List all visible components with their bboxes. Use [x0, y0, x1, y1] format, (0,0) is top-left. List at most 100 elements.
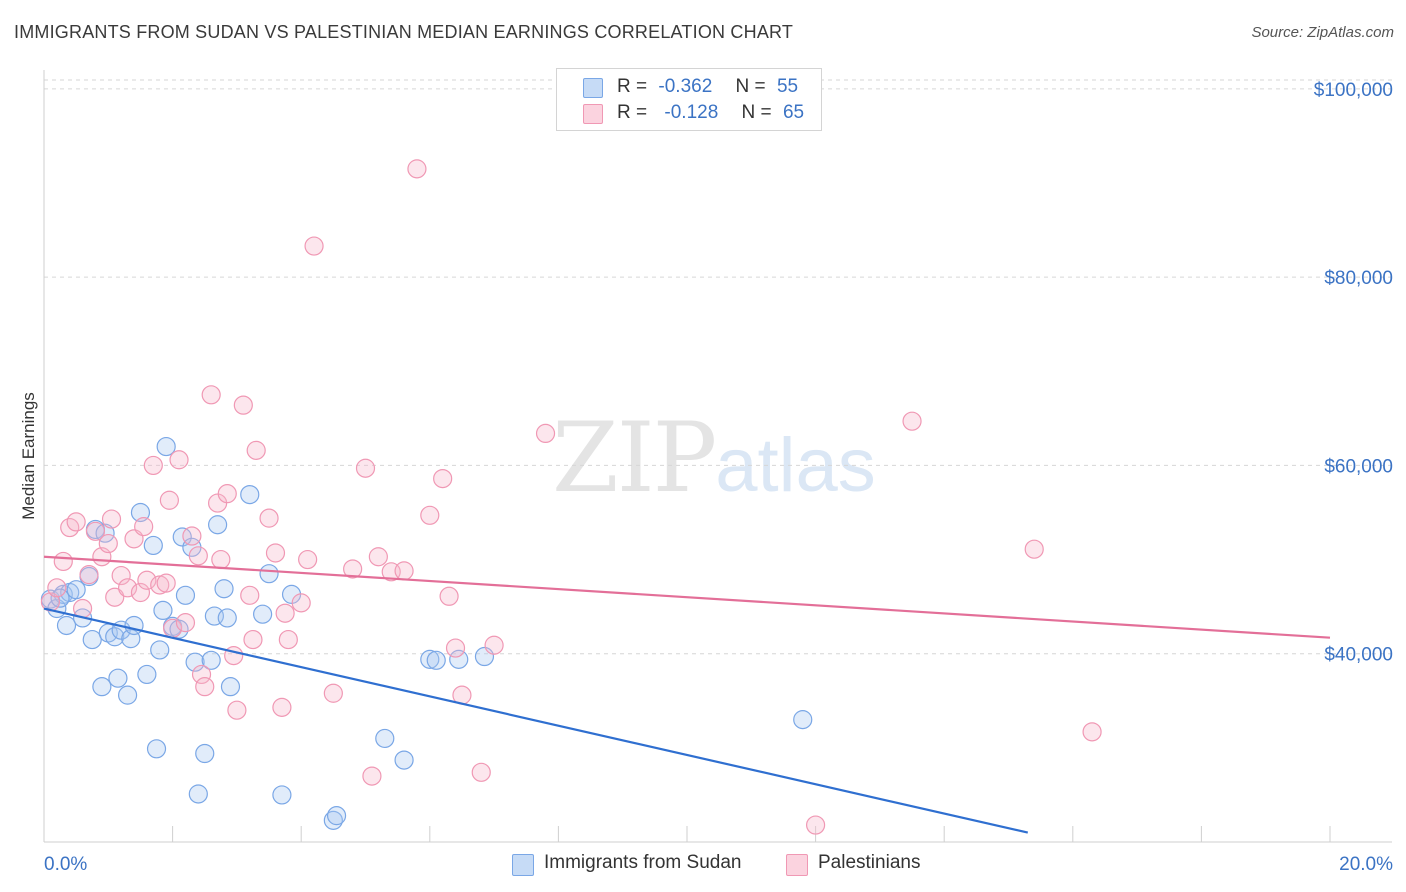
bottom-legend-label-sudan: Immigrants from Sudan — [544, 852, 742, 873]
trend-line-palestinians — [43, 555, 1331, 639]
scatter-point-palestinians — [445, 638, 466, 658]
chart-title: IMMIGRANTS FROM SUDAN VS PALESTINIAN MED… — [14, 22, 794, 42]
scatter-point-sudan — [95, 523, 115, 543]
legend-swatch-palestinians — [583, 104, 603, 124]
scatter-point-sudan — [793, 710, 813, 730]
scatter-point-palestinians — [805, 815, 826, 835]
scatter-point-sudan — [66, 580, 86, 600]
scatter-point-sudan — [175, 585, 196, 605]
scatter-point-palestinians — [233, 395, 253, 415]
scatter-point-palestinians — [420, 505, 440, 525]
scatter-point-palestinians — [182, 526, 202, 546]
scatter-point-palestinians — [240, 585, 260, 605]
scatter-point-sudan — [130, 502, 151, 523]
scatter-point-palestinians — [85, 521, 106, 541]
scatter-point-palestinians — [355, 458, 376, 478]
scatter-point-sudan — [272, 785, 292, 805]
scatter-point-palestinians — [159, 490, 179, 510]
scatter-point-sudan — [259, 564, 279, 584]
scatter-point-palestinians — [265, 543, 286, 563]
scatter-point-sudan — [124, 615, 144, 636]
scatter-point-palestinians — [278, 629, 298, 650]
scatter-point-sudan — [208, 515, 228, 535]
scatter-point-sudan — [92, 677, 112, 697]
scatter-point-palestinians — [394, 561, 414, 581]
scatter-point-sudan — [220, 677, 241, 697]
y-axis-title: Median Earnings — [19, 392, 38, 520]
scatter-point-palestinians — [137, 570, 157, 590]
scatter-point-sudan — [185, 652, 205, 672]
y-tick-label: $40,000 — [1324, 645, 1393, 666]
y-tick-label: $60,000 — [1324, 456, 1393, 477]
scatter-point-palestinians — [259, 508, 279, 528]
legend-swatch-sudan — [583, 78, 603, 98]
scatter-point-palestinians — [201, 385, 221, 405]
scatter-point-sudan — [214, 579, 234, 599]
scatter-point-sudan — [137, 664, 157, 685]
scatter-point-sudan — [143, 535, 163, 556]
scatter-point-palestinians — [211, 549, 231, 570]
scatter-point-palestinians — [484, 635, 504, 655]
scatter-point-palestinians — [1082, 722, 1102, 742]
scatter-point-sudan — [117, 685, 138, 705]
scatter-point-palestinians — [111, 565, 131, 586]
trend-line-sudan — [43, 607, 1029, 834]
bottom-legend-swatch-sudan — [512, 854, 534, 876]
scatter-point-palestinians — [105, 587, 125, 607]
scatter-point-palestinians — [134, 517, 154, 537]
scatter-point-palestinians — [275, 603, 295, 623]
scatter-point-palestinians — [246, 440, 266, 460]
scatter-point-palestinians — [47, 578, 67, 598]
legend-r-label: R = — [617, 76, 648, 97]
scatter-point-palestinians — [1024, 539, 1044, 559]
scatter-point-sudan — [375, 728, 395, 749]
scatter-point-palestinians — [191, 664, 212, 685]
scatter-point-sudan — [240, 485, 260, 505]
scatter-point-sudan — [108, 668, 128, 688]
legend-n-label: N = — [741, 102, 772, 123]
scatter-point-palestinians — [79, 565, 99, 585]
scatter-point-palestinians — [169, 450, 189, 470]
legend-r-value-sudan: -0.362 — [658, 76, 713, 97]
scatter-point-sudan — [156, 436, 176, 457]
scatter-point-sudan — [253, 604, 273, 624]
scatter-point-sudan — [195, 743, 215, 764]
scatter-point-palestinians — [130, 582, 151, 603]
watermark: ZIPatlas — [552, 402, 876, 514]
scatter-point-palestinians — [902, 411, 922, 431]
bottom-legend-swatch-palestinians — [786, 854, 808, 876]
scatter-point-palestinians — [343, 559, 363, 579]
scatter-point-sudan — [150, 640, 170, 660]
scatter-point-sudan — [217, 608, 237, 628]
scatter-point-palestinians — [101, 509, 122, 529]
legend-n-value-palestinians: 65 — [782, 102, 805, 123]
bottom-legend-label-palestinians: Palestinians — [818, 852, 921, 873]
scatter-point-sudan — [172, 527, 192, 547]
scatter-point-palestinians — [217, 484, 237, 504]
scatter-point-palestinians — [362, 766, 382, 786]
scatter-point-palestinians — [243, 629, 263, 650]
scatter-point-palestinians — [156, 573, 176, 593]
scatter-point-palestinians — [188, 546, 208, 566]
scatter-point-palestinians — [98, 533, 118, 554]
legend-n-value-sudan: 55 — [776, 76, 799, 97]
watermark-zip: ZIP — [552, 402, 717, 514]
legend-n-label: N = — [735, 76, 766, 97]
scatter-point-sudan — [56, 615, 77, 636]
scatter-point-palestinians — [66, 512, 86, 532]
scatter-point-palestinians — [291, 593, 311, 613]
scatter-point-palestinians — [175, 613, 196, 633]
legend-r-value-palestinians: -0.128 — [664, 102, 719, 123]
scatter-point-sudan — [50, 588, 70, 608]
legend-r-label: R = — [617, 102, 648, 123]
scatter-point-palestinians — [368, 547, 388, 567]
scatter-point-sudan — [153, 600, 173, 621]
y-tick-label: $80,000 — [1324, 268, 1393, 289]
x-tick-label: 20.0% — [1339, 854, 1393, 875]
scatter-point-palestinians — [272, 697, 292, 717]
scatter-point-palestinians — [439, 586, 459, 606]
scatter-point-sudan — [326, 806, 347, 826]
scatter-point-palestinians — [471, 762, 491, 782]
source-label: Source: ZipAtlas.com — [1251, 24, 1394, 41]
scatter-point-sudan — [82, 629, 102, 650]
